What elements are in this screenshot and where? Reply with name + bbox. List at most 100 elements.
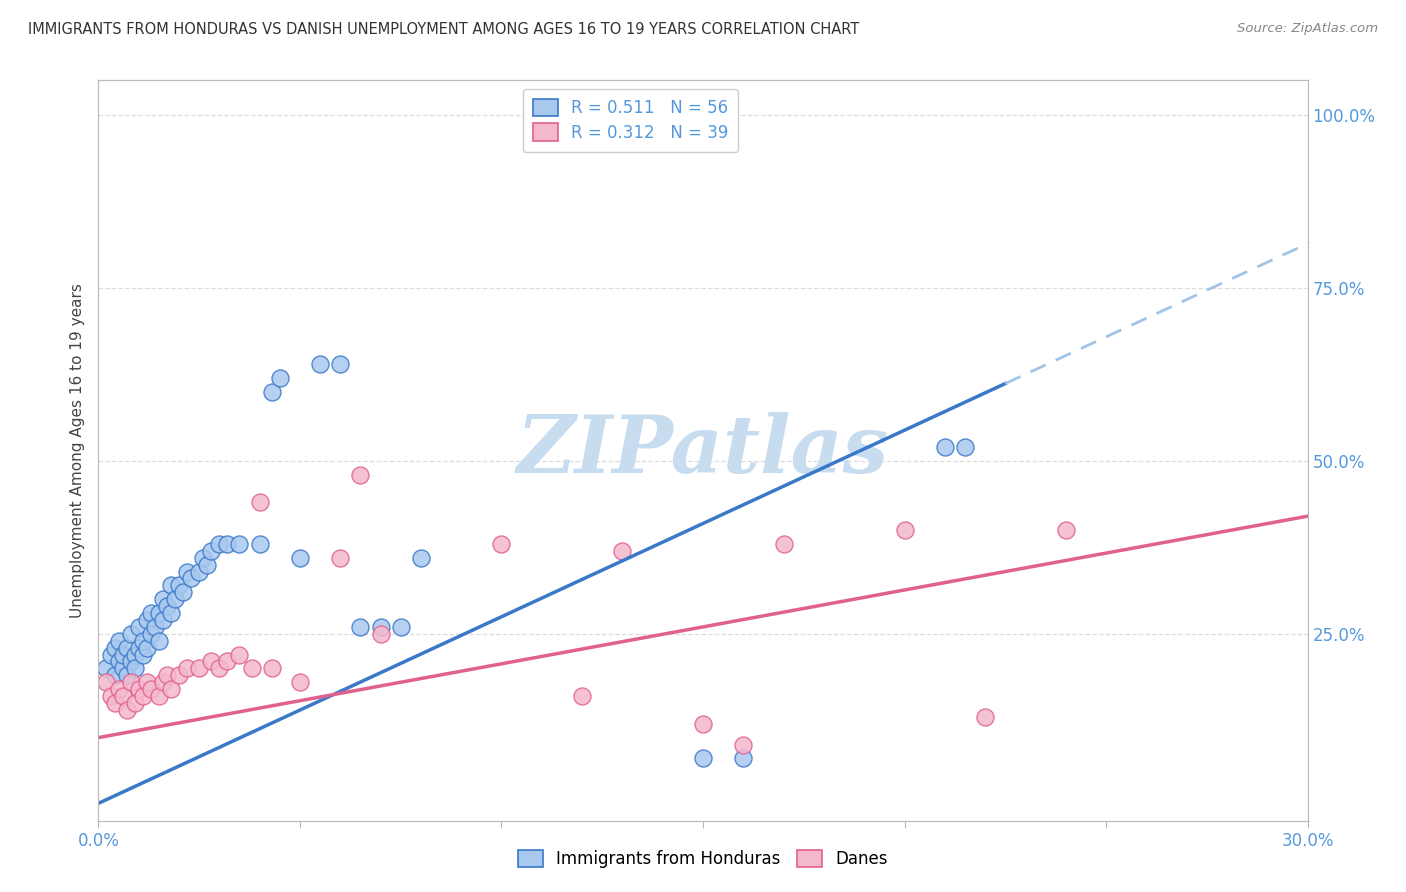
Point (152, 613, 174, 627)
Point (139, 606, 162, 620)
Point (115, 640, 138, 655)
Point (200, 655, 222, 669)
Point (208, 537, 231, 551)
Point (148, 606, 170, 620)
Point (115, 668, 138, 682)
Point (288, 550, 311, 565)
Point (107, 655, 129, 669)
Point (96, 661, 118, 675)
Point (188, 661, 211, 675)
Point (370, 627, 392, 641)
Point (128, 682, 150, 697)
Point (249, 537, 271, 551)
Point (120, 655, 142, 669)
Point (217, 655, 239, 669)
Point (260, 384, 283, 399)
Point (124, 648, 146, 662)
Point (120, 627, 142, 641)
Point (172, 585, 194, 599)
Point (180, 572, 202, 586)
Point (115, 703, 138, 717)
Point (124, 661, 146, 675)
Point (188, 565, 211, 579)
Point (934, 440, 956, 454)
Point (200, 543, 222, 558)
Point (733, 751, 755, 765)
Point (176, 565, 198, 579)
Y-axis label: Unemployment Among Ages 16 to 19 years: Unemployment Among Ages 16 to 19 years (69, 283, 84, 618)
Point (893, 523, 915, 537)
Point (120, 675, 142, 690)
Text: IMMIGRANTS FROM HONDURAS VS DANISH UNEMPLOYMENT AMONG AGES 16 TO 19 YEARS CORREL: IMMIGRANTS FROM HONDURAS VS DANISH UNEMP… (28, 22, 859, 37)
Point (974, 710, 997, 724)
Point (103, 668, 125, 682)
Point (491, 537, 513, 551)
Point (124, 696, 146, 710)
Point (217, 537, 239, 551)
Point (135, 640, 157, 655)
Legend: R = 0.511   N = 56, R = 0.312   N = 39: R = 0.511 N = 56, R = 0.312 N = 39 (523, 88, 738, 152)
Point (329, 550, 352, 565)
Point (156, 668, 179, 682)
Point (195, 558, 218, 572)
Point (160, 682, 183, 697)
Point (269, 371, 291, 385)
Point (100, 648, 122, 662)
Point (733, 738, 755, 752)
Point (152, 675, 174, 690)
Point (228, 537, 250, 551)
Point (193, 550, 215, 565)
Point (135, 613, 157, 627)
Point (288, 675, 311, 690)
Point (139, 627, 162, 641)
Point (135, 675, 157, 690)
Point (107, 682, 129, 697)
Point (208, 661, 231, 675)
Point (132, 689, 155, 703)
Point (692, 751, 714, 765)
Point (409, 550, 432, 565)
Point (260, 661, 283, 675)
Point (128, 620, 150, 634)
Point (167, 578, 190, 592)
Point (143, 620, 166, 634)
Point (612, 543, 634, 558)
Point (228, 648, 250, 662)
Point (176, 661, 198, 675)
Point (329, 357, 352, 371)
Point (249, 495, 271, 509)
Legend: Immigrants from Honduras, Danes: Immigrants from Honduras, Danes (512, 843, 894, 875)
Point (163, 592, 186, 607)
Point (692, 716, 714, 731)
Point (111, 689, 134, 703)
Point (160, 578, 183, 592)
Point (148, 633, 170, 648)
Point (953, 440, 976, 454)
Point (103, 640, 125, 655)
Point (152, 592, 174, 607)
Point (96, 675, 118, 690)
Point (240, 661, 263, 675)
Text: Source: ZipAtlas.com: Source: ZipAtlas.com (1237, 22, 1378, 36)
Point (111, 661, 134, 675)
Point (132, 633, 155, 648)
Point (1054, 523, 1077, 537)
Point (139, 682, 162, 697)
Point (100, 689, 122, 703)
Point (132, 648, 155, 662)
Point (309, 357, 332, 371)
Point (160, 606, 183, 620)
Point (103, 696, 125, 710)
Point (370, 620, 392, 634)
Point (167, 668, 190, 682)
Point (349, 620, 371, 634)
Point (107, 633, 129, 648)
Text: ZIPatlas: ZIPatlas (517, 412, 889, 489)
Point (111, 648, 134, 662)
Point (389, 620, 412, 634)
Point (349, 467, 371, 482)
Point (156, 599, 179, 614)
Point (148, 689, 170, 703)
Point (772, 537, 794, 551)
Point (128, 640, 150, 655)
